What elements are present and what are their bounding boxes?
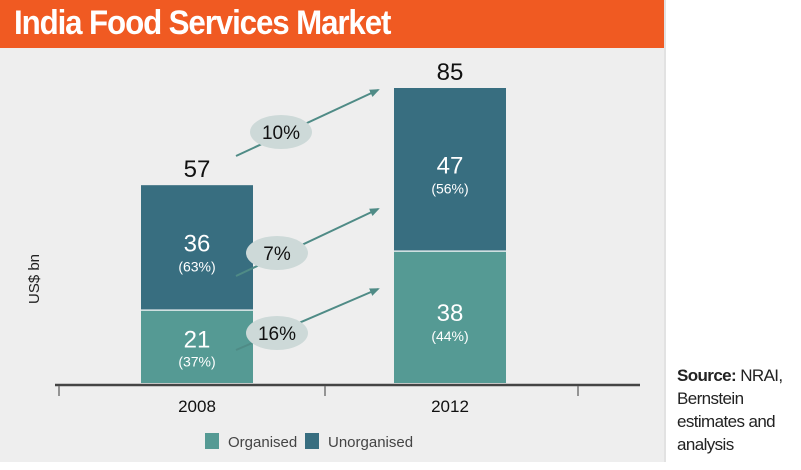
share-label-unorganised: (63%) (178, 259, 215, 275)
source-text: NRAI, Bernstein estimates and analysis (677, 366, 783, 454)
bar-unorganised-2012 (394, 88, 506, 252)
source-note: Source: NRAI, Bernstein estimates and an… (677, 364, 801, 456)
growth-rate-label: 16% (258, 324, 296, 345)
bar-organised-2008 (141, 310, 253, 383)
share-label-organised: (37%) (178, 354, 215, 370)
title-bar: India Food Services Market (0, 0, 664, 48)
x-tick-label: 2012 (431, 397, 469, 416)
chart-svg: US$ bn 36(63%)21(37%)57 47(56%)38(44%)85 … (26, 59, 640, 451)
growth-bubble (246, 316, 308, 350)
share-label-unorganised: (56%) (431, 181, 468, 197)
legend-label-organised: Organised (228, 434, 297, 451)
growth-bubble (246, 236, 308, 270)
legend-swatch-organised (205, 433, 219, 449)
total-label: 57 (184, 156, 211, 183)
share-label-organised: (44%) (431, 328, 468, 344)
growth-bubble (250, 115, 312, 149)
value-label-unorganised: 36 (184, 231, 211, 258)
bar-organised-2012 (394, 251, 506, 383)
growth-rate-label: 10% (262, 123, 300, 144)
chart-title: India Food Services Market (14, 4, 391, 42)
value-label-organised: 21 (184, 327, 211, 354)
bar-unorganised-2008 (141, 185, 253, 311)
x-tick-label: 2008 (178, 397, 216, 416)
growth-rate-label: 7% (263, 244, 291, 265)
total-label: 85 (437, 59, 464, 86)
value-label-organised: 38 (437, 300, 464, 327)
y-axis-label: US$ bn (26, 254, 43, 304)
legend-swatch-unorganised (305, 433, 319, 449)
source-label: Source: (677, 366, 737, 385)
value-label-unorganised: 47 (437, 153, 464, 180)
legend-label-unorganised: Unorganised (328, 434, 413, 451)
